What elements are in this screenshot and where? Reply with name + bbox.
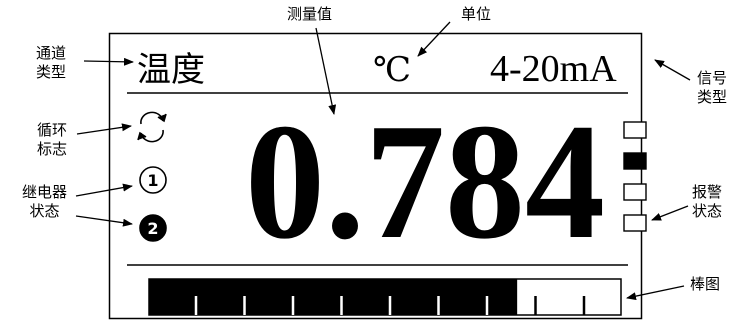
alarm-status-arrow: [651, 205, 689, 221]
alarm-indicator-3: [623, 183, 647, 201]
unit-arrow: [417, 21, 451, 57]
relay-label-2: 2: [147, 219, 158, 238]
measured-value-text: 0.784: [245, 89, 605, 273]
bar-graph-arrow: [626, 285, 685, 301]
relay-2-arrow: [75, 215, 133, 227]
channel-type-arrow: [83, 57, 134, 66]
relay-indicator-2: 2: [139, 214, 167, 242]
bar-graph-fill: [149, 279, 518, 315]
callout-relay-status-line2: 状态: [29, 202, 60, 220]
callout-bar-graph-text: 棒图: [690, 275, 721, 293]
callout-relay-status: 继电器 状态: [22, 183, 67, 221]
callout-cycle-flag: 循环 标志: [37, 121, 67, 159]
bar-graph: [148, 278, 622, 316]
callout-signal-type: 信号 类型: [697, 69, 727, 107]
display-frame: [108, 32, 643, 320]
relay-label-1: 1: [147, 171, 158, 190]
callout-relay-status-line1: 继电器: [22, 183, 68, 201]
callout-unit-text: 单位: [461, 5, 492, 23]
callout-cycle-flag-line2: 标志: [37, 140, 68, 158]
callout-cycle-flag-line1: 循环: [37, 121, 68, 139]
relay-1-arrow: [75, 183, 133, 197]
measured-value-arrow: [315, 27, 337, 115]
signal-type-text: 4-20mA: [490, 48, 617, 90]
callout-channel-type-line2: 类型: [36, 63, 67, 81]
signal-type-arrow: [654, 59, 691, 81]
callout-alarm-status-line1: 报警: [692, 183, 723, 201]
callout-arrows: [75, 21, 691, 301]
alarm-indicator-4: [623, 214, 647, 232]
relay-indicator-1: 1: [139, 166, 167, 194]
alarm-indicator-1: [623, 121, 647, 139]
callout-alarm-status: 报警 状态: [692, 183, 722, 221]
cycle-flag-arrow: [76, 123, 132, 135]
callout-signal-type-line2: 类型: [697, 88, 728, 106]
unit-text: ℃: [373, 50, 411, 90]
alarm-indicator-2: [623, 152, 647, 170]
cycle-icon: [137, 111, 167, 143]
callout-alarm-status-line2: 状态: [692, 202, 723, 220]
callout-signal-type-line1: 信号: [697, 69, 728, 87]
callout-measured-value-text: 测量值: [287, 5, 333, 23]
callout-measured-value: 测量值: [287, 5, 332, 24]
callout-bar-graph: 棒图: [690, 275, 720, 294]
callout-channel-type-line1: 通道: [36, 44, 67, 62]
callout-unit: 单位: [461, 5, 491, 24]
channel-type-text: 温度: [137, 50, 205, 90]
callout-channel-type: 通道 类型: [36, 44, 66, 82]
